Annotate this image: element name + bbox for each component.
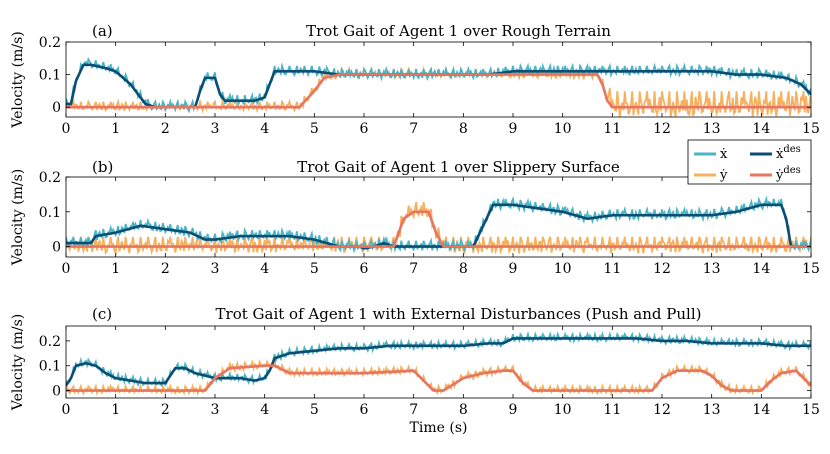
series-y_des <box>66 73 811 109</box>
x-tick-label: 12 <box>653 402 671 418</box>
x-tick-label: 11 <box>603 402 621 418</box>
series-x_des <box>66 337 811 387</box>
x-tick-label: 1 <box>111 402 120 418</box>
y-tick-label: 0 <box>52 240 61 256</box>
y-tick-label: 0 <box>52 384 61 400</box>
axes-box <box>65 41 812 118</box>
chart-title: Trot Gait of Agent 1 with External Distu… <box>216 305 702 323</box>
y-axis-label: Velocity (m/s) <box>10 314 26 411</box>
panel-label: (a) <box>92 22 113 40</box>
x-tick-label: 0 <box>62 261 71 277</box>
x-tick-label: 10 <box>554 402 572 418</box>
series-y_des <box>66 210 811 248</box>
x-tick-label: 7 <box>409 402 418 418</box>
x-tick-label: 14 <box>752 261 770 277</box>
x-tick-label: 12 <box>653 121 671 137</box>
x-tick-label: 2 <box>161 261 170 277</box>
x-tick-label: 3 <box>211 402 220 418</box>
x-tick-label: 14 <box>752 121 770 137</box>
x-tick-label: 0 <box>62 121 71 137</box>
x-tick-label: 13 <box>703 261 721 277</box>
legend-label-sup: des <box>783 165 800 176</box>
x-tick-label: 15 <box>802 402 820 418</box>
x-tick-label: 15 <box>802 261 820 277</box>
x-tick-label: 9 <box>509 402 518 418</box>
x-tick-label: 9 <box>509 261 518 277</box>
x-tick-label: 1 <box>111 121 120 137</box>
legend-label-sup: des <box>783 144 800 155</box>
y-tick-label: 0.1 <box>39 205 61 221</box>
axes-box <box>65 325 812 399</box>
x-tick-label: 10 <box>554 261 572 277</box>
x-tick-label: 7 <box>409 121 418 137</box>
x-tick-label: 8 <box>459 402 468 418</box>
series-y_des <box>66 364 811 392</box>
legend-label: ẏ <box>719 168 728 183</box>
x-tick-label: 2 <box>161 402 170 418</box>
x-tick-label: 15 <box>802 121 820 137</box>
x-tick-label: 6 <box>360 261 369 277</box>
x-tick-label: 11 <box>603 261 621 277</box>
x-tick-label: 8 <box>459 261 468 277</box>
y-tick-label: 0.2 <box>39 35 61 51</box>
x-tick-label: 2 <box>161 121 170 137</box>
y-tick-label: 0 <box>52 100 61 116</box>
chart-title: Trot Gait of Agent 1 over Slippery Surfa… <box>297 158 620 176</box>
x-tick-label: 12 <box>653 261 671 277</box>
x-tick-label: 4 <box>260 402 269 418</box>
x-tick-label: 3 <box>211 121 220 137</box>
x-tick-label: 4 <box>260 121 269 137</box>
x-tick-label: 0 <box>62 402 71 418</box>
x-tick-label: 8 <box>459 121 468 137</box>
x-tick-label: 13 <box>703 121 721 137</box>
y-tick-label: 0.1 <box>39 359 61 375</box>
panel-label: (c) <box>92 305 112 323</box>
x-tick-label: 1 <box>111 261 120 277</box>
series-x_des <box>66 63 811 109</box>
x-tick-label: 5 <box>310 402 319 418</box>
x-tick-label: 7 <box>409 261 418 277</box>
x-tick-label: 6 <box>360 121 369 137</box>
panel-label: (b) <box>92 158 113 176</box>
x-tick-label: 13 <box>703 402 721 418</box>
x-tick-label: 3 <box>211 261 220 277</box>
axes-box <box>65 176 812 258</box>
legend-label: ẋ <box>720 147 728 162</box>
x-tick-label: 11 <box>603 121 621 137</box>
x-tick-label: 5 <box>310 121 319 137</box>
x-tick-label: 14 <box>752 402 770 418</box>
x-tick-label: 6 <box>360 402 369 418</box>
y-tick-label: 0.2 <box>39 170 61 186</box>
x-tick-label: 5 <box>310 261 319 277</box>
x-tick-label: 9 <box>509 121 518 137</box>
series-x_des <box>66 203 811 250</box>
series-y-measured <box>66 65 811 117</box>
y-axis-label: Velocity (m/s) <box>10 169 26 266</box>
series-y-measured <box>66 201 811 256</box>
y-axis-label: Velocity (m/s) <box>10 31 26 128</box>
y-tick-label: 0.1 <box>39 68 61 84</box>
chart-title: Trot Gait of Agent 1 over Rough Terrain <box>306 22 611 40</box>
x-axis-label: Time (s) <box>410 420 468 436</box>
y-tick-label: 0.2 <box>39 334 61 350</box>
x-tick-label: 4 <box>260 261 269 277</box>
x-tick-label: 10 <box>554 121 572 137</box>
